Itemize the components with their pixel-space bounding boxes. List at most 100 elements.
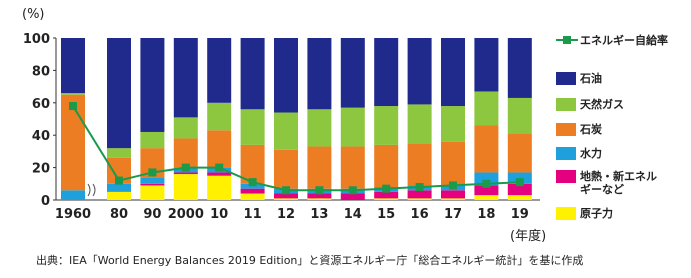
legend-swatch [556, 72, 576, 85]
legend-label: 石炭 [580, 123, 602, 136]
bar-segment [307, 193, 332, 199]
line-marker [115, 176, 123, 185]
bar-segment [340, 193, 365, 200]
line-marker [415, 183, 424, 192]
bar-segment [474, 195, 499, 200]
bar-segment [240, 144, 265, 184]
y-tick-label: 20 [32, 162, 50, 177]
bar-segment [441, 141, 465, 186]
bar-segment [374, 144, 399, 188]
axis-break [87, 183, 96, 197]
y-tick-label: 80 [32, 64, 50, 79]
bar-segment [107, 183, 131, 192]
legend-label: 水力 [580, 147, 602, 160]
x-tick-label: 18 [477, 207, 495, 222]
bar-segment [207, 102, 232, 131]
bar-segment [407, 104, 432, 144]
legend-label: 天然ガス [580, 98, 624, 111]
bar-segment [374, 198, 399, 200]
bar-segment [507, 195, 532, 200]
x-tick-label: 13 [310, 207, 328, 222]
bar-segment [140, 185, 165, 200]
bar-segment [61, 190, 85, 200]
bar-segment [441, 190, 465, 199]
x-tick-label: 14 [344, 207, 362, 222]
bar-segment [374, 38, 399, 107]
bar-segment [274, 193, 298, 199]
bar-segment [173, 172, 198, 175]
line-marker [315, 186, 324, 195]
bar-segment [107, 38, 131, 149]
bar-segment [274, 198, 298, 200]
bar-segment [240, 109, 265, 145]
bar-segment [407, 198, 432, 200]
bar-segment [207, 130, 232, 168]
line-marker [515, 178, 524, 187]
bar-segment [441, 38, 465, 107]
bar-segment [240, 188, 265, 194]
legend-label: エネルギー自給率 [580, 34, 668, 47]
bar-segment [107, 191, 131, 200]
bar-segment [61, 38, 85, 94]
bar-segment [140, 177, 165, 184]
bar-segment [173, 138, 198, 168]
line-marker [348, 186, 357, 195]
bar-segment [207, 172, 232, 176]
line-marker [148, 168, 157, 177]
x-tick-label: 17 [444, 207, 462, 222]
legend-label: 石油 [580, 72, 602, 85]
bar-segment [307, 109, 332, 147]
bar-segment [240, 193, 265, 200]
bar-segment [173, 174, 198, 200]
bar-segment [340, 107, 365, 147]
bar-segment [274, 112, 298, 150]
legend-swatch [556, 123, 576, 136]
legend-swatch [556, 98, 576, 111]
bar-segment [474, 185, 499, 196]
x-axis-label: (年度) [510, 228, 546, 244]
bar-segment [240, 183, 265, 189]
line-marker [248, 178, 257, 187]
legend-label: 原子力 [580, 207, 613, 220]
bar-segment [507, 133, 532, 173]
line-marker [181, 163, 190, 172]
bar-segment [507, 38, 532, 98]
bar-segment [407, 190, 432, 199]
x-tick-label: 11 [244, 207, 262, 222]
bar-segment [407, 38, 432, 105]
bar-segment [307, 198, 332, 200]
y-tick-label: 60 [32, 97, 50, 112]
y-tick-label: 100 [23, 32, 50, 47]
bar-segment [207, 175, 232, 200]
line-marker [382, 184, 391, 193]
y-axis-label: (%) [22, 7, 45, 22]
legend-swatch [556, 170, 576, 183]
x-tick-label: 12 [277, 207, 295, 222]
bar-segment [441, 198, 465, 200]
bar-segment [507, 97, 532, 134]
bar-segment [307, 38, 332, 110]
bar-segment [173, 117, 198, 139]
legend-swatch [556, 147, 576, 160]
line-marker [69, 102, 77, 111]
bar-segment [140, 131, 165, 149]
x-tick-label: 80 [110, 207, 128, 222]
bar-segment [374, 106, 399, 145]
y-tick-label: 0 [41, 194, 50, 209]
bar-segment [140, 38, 165, 132]
bar-segment [374, 191, 399, 199]
bar-segment [61, 93, 85, 95]
legend-label: 地熱・新エネルギーなど [580, 170, 657, 196]
legend-swatch [556, 207, 576, 220]
bar-segment [140, 183, 165, 186]
y-tick-label: 40 [32, 129, 50, 144]
x-tick-label: 16 [411, 207, 429, 222]
x-tick-label: 15 [377, 207, 395, 222]
bar-segment [207, 38, 232, 103]
source: 出典：IEA「World Energy Balances 2019 Editio… [36, 254, 584, 267]
line-marker [282, 186, 290, 195]
bar-segment [474, 172, 499, 186]
bar-segment [474, 125, 499, 173]
bar-segment [274, 38, 298, 113]
line [72, 105, 520, 192]
